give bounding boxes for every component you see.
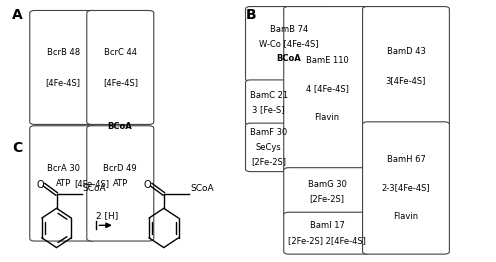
Text: BcrA 30: BcrA 30 bbox=[47, 164, 80, 173]
Text: 2 [H]: 2 [H] bbox=[96, 211, 118, 220]
Text: C: C bbox=[12, 141, 23, 155]
Text: [2Fe-2S]: [2Fe-2S] bbox=[251, 157, 286, 166]
FancyBboxPatch shape bbox=[284, 212, 371, 254]
Text: SeCys: SeCys bbox=[256, 143, 281, 152]
Text: O: O bbox=[143, 180, 151, 190]
Text: BamG 30: BamG 30 bbox=[308, 180, 347, 189]
FancyBboxPatch shape bbox=[246, 7, 332, 81]
FancyBboxPatch shape bbox=[246, 123, 292, 172]
Text: O: O bbox=[36, 180, 44, 190]
Text: SCoA: SCoA bbox=[83, 184, 107, 193]
Text: BamC 21: BamC 21 bbox=[249, 91, 288, 100]
Text: A: A bbox=[12, 8, 23, 22]
FancyBboxPatch shape bbox=[284, 168, 371, 216]
FancyBboxPatch shape bbox=[87, 126, 154, 241]
Text: W-Co [4Fe-4S]: W-Co [4Fe-4S] bbox=[259, 39, 318, 48]
Text: [4Fe-4S]: [4Fe-4S] bbox=[46, 78, 81, 87]
Text: ATP: ATP bbox=[56, 179, 71, 188]
FancyBboxPatch shape bbox=[246, 80, 292, 126]
FancyBboxPatch shape bbox=[30, 126, 97, 241]
Text: 3 [Fe-S]: 3 [Fe-S] bbox=[252, 106, 285, 114]
Text: [2Fe-2S]: [2Fe-2S] bbox=[310, 195, 345, 204]
Text: [4Fe-4S]: [4Fe-4S] bbox=[103, 78, 138, 87]
FancyBboxPatch shape bbox=[363, 122, 449, 254]
Text: Flavin: Flavin bbox=[314, 113, 340, 122]
Text: BcrC 44: BcrC 44 bbox=[104, 48, 137, 57]
Text: ATP: ATP bbox=[113, 179, 128, 188]
Text: B: B bbox=[246, 8, 256, 22]
Text: Flavin: Flavin bbox=[393, 212, 419, 221]
Text: [4Fe-4S]: [4Fe-4S] bbox=[74, 179, 109, 188]
Text: 3[4Fe-4S]: 3[4Fe-4S] bbox=[386, 76, 426, 85]
Text: 4 [4Fe-4S]: 4 [4Fe-4S] bbox=[306, 85, 349, 94]
Text: SCoA: SCoA bbox=[190, 184, 214, 193]
Text: BcrB 48: BcrB 48 bbox=[47, 48, 80, 57]
Text: BamF 30: BamF 30 bbox=[250, 128, 287, 138]
FancyBboxPatch shape bbox=[284, 7, 371, 172]
FancyBboxPatch shape bbox=[30, 10, 97, 124]
Text: BamB 74: BamB 74 bbox=[270, 25, 308, 34]
Text: 2-3[4Fe-4S]: 2-3[4Fe-4S] bbox=[381, 183, 431, 193]
Text: BamE 110: BamE 110 bbox=[306, 56, 349, 65]
FancyBboxPatch shape bbox=[363, 7, 449, 126]
Text: BcrD 49: BcrD 49 bbox=[104, 164, 137, 173]
Text: BamH 67: BamH 67 bbox=[386, 155, 426, 164]
FancyBboxPatch shape bbox=[87, 10, 154, 124]
Text: BamI 17: BamI 17 bbox=[310, 221, 345, 231]
Text: [2Fe-2S] 2[4Fe-4S]: [2Fe-2S] 2[4Fe-4S] bbox=[288, 236, 366, 245]
Text: BCoA: BCoA bbox=[277, 54, 301, 63]
Text: BamD 43: BamD 43 bbox=[386, 47, 426, 56]
Text: BCoA: BCoA bbox=[108, 122, 132, 131]
